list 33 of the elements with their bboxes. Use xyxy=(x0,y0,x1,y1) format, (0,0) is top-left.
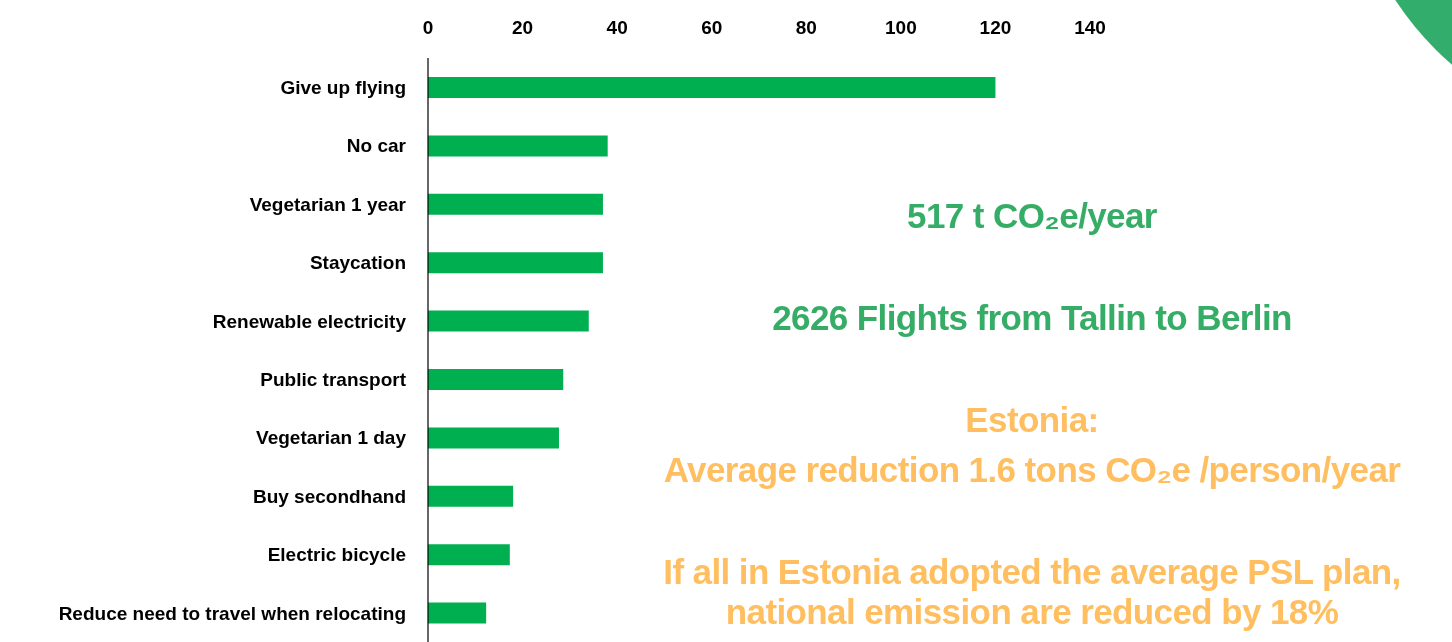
annotation: If all in Estonia adopted the average PSL plan, national emission are reduced by 18% xyxy=(662,552,1402,632)
bar xyxy=(428,369,564,390)
bar xyxy=(428,135,608,157)
y-tick-label: Public transport xyxy=(260,368,407,390)
y-tick-label: Electric bicycle xyxy=(267,544,406,566)
bar xyxy=(428,427,559,449)
x-tick-label: 60 xyxy=(701,17,723,38)
y-tick-label: Reduce need to travel when relocating xyxy=(58,602,406,624)
x-tick-label: 100 xyxy=(885,17,917,38)
x-tick-label: 20 xyxy=(512,17,534,38)
y-tick-label: Renewable electricity xyxy=(212,310,407,332)
x-tick-label: 80 xyxy=(795,17,817,38)
annotation: Estonia: xyxy=(964,400,1100,440)
y-tick-label: Staycation xyxy=(309,252,406,274)
annotation: 2626 Flights from Tallin to Berlin xyxy=(771,298,1293,338)
x-tick-label: 40 xyxy=(606,17,628,38)
bar xyxy=(428,252,603,274)
x-tick-label: 120 xyxy=(979,17,1012,38)
bar xyxy=(428,602,487,624)
bar xyxy=(428,193,603,215)
bar xyxy=(428,310,589,332)
x-tick-label: 0 xyxy=(422,17,434,38)
bar xyxy=(428,485,514,507)
x-tick-label: 140 xyxy=(1074,17,1106,38)
bar xyxy=(428,544,510,566)
y-tick-label: No car xyxy=(346,135,407,157)
y-tick-label: Give up flying xyxy=(280,76,406,98)
annotation: 517 t CO₂e/year xyxy=(906,196,1158,236)
y-tick-label: Vegetarian 1 day xyxy=(256,427,407,449)
bar xyxy=(428,77,996,98)
y-tick-label: Buy secondhand xyxy=(252,485,406,507)
y-tick-label: Vegetarian 1 year xyxy=(249,193,407,215)
annotation: Average reduction 1.6 tons CO₂e /person/year xyxy=(662,450,1402,490)
